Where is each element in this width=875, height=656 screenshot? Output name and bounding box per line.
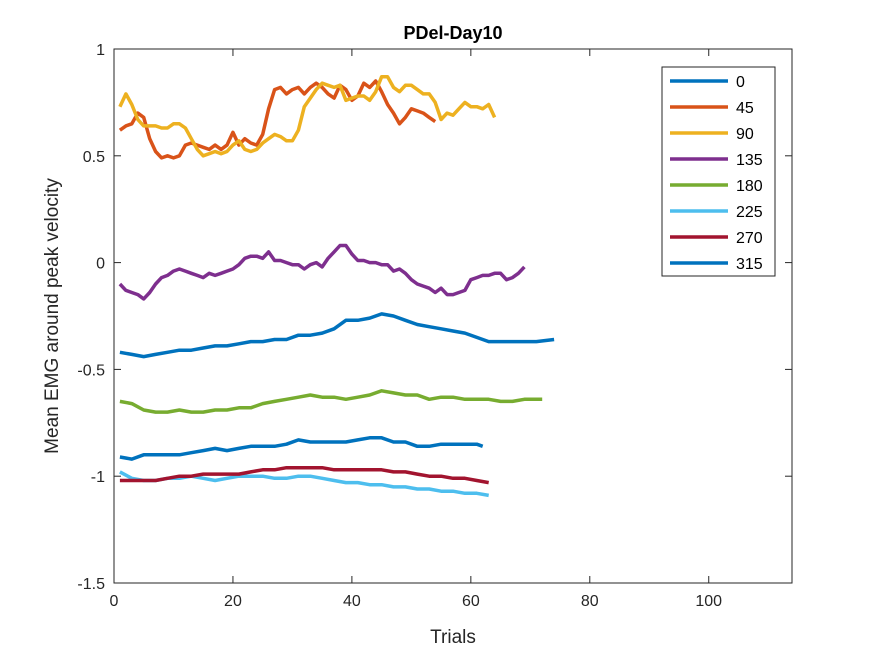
series-line-135 (118, 243, 526, 301)
x-tick-label: 60 (462, 593, 480, 610)
y-tick-label: -0.5 (77, 362, 105, 379)
ticks-layer: 0 20 40 60 80 100 -1.5 -1 -0.5 0 0.5 1 (77, 42, 792, 610)
legend-box (661, 66, 776, 277)
series-line-270 (119, 465, 490, 485)
legend: 0 45 90 135 180 225 270 315 (661, 66, 776, 277)
series-line-315 (119, 312, 555, 359)
x-tick-label: 20 (224, 593, 242, 610)
y-tick-label: -1 (91, 469, 105, 486)
x-tick-label: 40 (343, 593, 361, 610)
y-tick-label: 1 (96, 42, 105, 59)
x-axis-label: Trials (430, 627, 476, 648)
chart-title: PDel-Day10 (403, 23, 502, 43)
y-tick-label: 0 (96, 256, 105, 273)
x-tick-label: 80 (581, 593, 599, 610)
y-tick-label: -1.5 (77, 576, 105, 593)
y-axis-label: Mean EMG around peak velocity (42, 178, 63, 454)
series-line-45 (118, 79, 437, 160)
legend-items: 0 45 90 135 180 225 270 315 (670, 74, 763, 273)
series-layer (118, 75, 555, 498)
legend-label-225: 225 (736, 204, 763, 221)
legend-label-135: 135 (736, 152, 763, 169)
legend-label-180: 180 (736, 178, 763, 195)
series-line-90 (118, 75, 497, 158)
series-line-180 (119, 389, 543, 414)
legend-label-0: 0 (736, 74, 745, 91)
y-tick-label: 0.5 (83, 149, 105, 166)
x-tick-label: 100 (695, 593, 722, 610)
legend-label-45: 45 (736, 100, 754, 117)
series-line-0 (119, 436, 484, 461)
x-tick-label: 0 (110, 593, 119, 610)
legend-label-270: 270 (736, 230, 763, 247)
legend-label-90: 90 (736, 126, 754, 143)
legend-label-315: 315 (736, 256, 763, 273)
